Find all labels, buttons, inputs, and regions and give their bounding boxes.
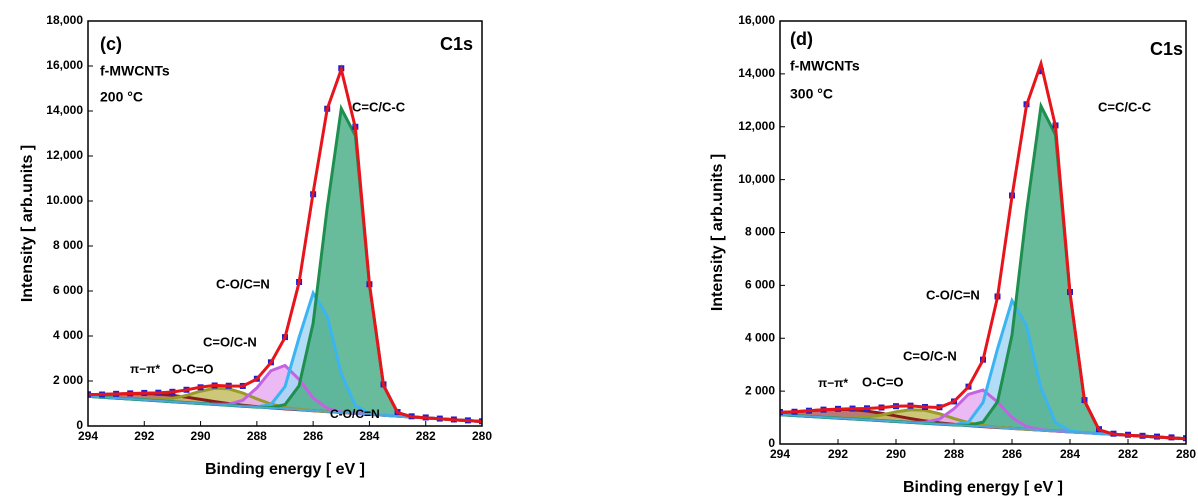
component-area (780, 409, 1186, 439)
y-tick-label: 4 000 (53, 328, 83, 342)
component-area (780, 300, 1186, 439)
x-tick-label: 294 (78, 429, 98, 443)
y-tick-label: 4 000 (745, 330, 775, 344)
y-tick-label: 0 (76, 418, 83, 432)
y-tick-label: 8 000 (53, 238, 83, 252)
annotation: O-C=O (862, 374, 904, 389)
annotation: f-MWCNTs (100, 63, 170, 79)
data-point (1038, 68, 1044, 75)
annotation: π−π* (130, 362, 160, 376)
y-tick-label: 14,000 (46, 103, 83, 117)
annotation: C=O/C-N (203, 334, 257, 349)
annotation: 300 °C (790, 86, 833, 102)
annotation: (c) (100, 34, 122, 54)
x-tick-label: 290 (191, 429, 211, 443)
y-tick-label: 16,000 (738, 13, 775, 27)
y-tick-label: 6 000 (745, 278, 775, 292)
y-tick-label: 10,000 (738, 172, 775, 186)
annotation: C1s (1150, 39, 1183, 59)
y-axis-label: Intensity [ arb.units ] (19, 145, 36, 302)
annotation: C-O/C=N (216, 276, 270, 291)
annotation: C1s (440, 34, 473, 54)
x-tick-label: 282 (1118, 447, 1138, 461)
x-tick-label: 288 (247, 429, 267, 443)
annotation: f-MWCNTs (790, 58, 860, 74)
x-tick-label: 284 (1060, 447, 1080, 461)
annotation: 200 °C (100, 89, 143, 105)
plot-area (88, 64, 482, 425)
plot-area (780, 58, 1186, 442)
y-tick-label: 12,000 (738, 119, 775, 133)
component-area (88, 293, 482, 422)
y-tick-label: 2 000 (745, 383, 775, 397)
x-tick-label: 286 (1002, 447, 1022, 461)
y-tick-label: 8 000 (745, 225, 775, 239)
y-tick-label: 2 000 (53, 373, 83, 387)
x-tick-label: 284 (359, 429, 379, 443)
annotation: π−π* (818, 376, 848, 390)
y-tick-label: 12,000 (46, 148, 83, 162)
annotation: C=C/C-C (352, 99, 406, 114)
annotation: C=O/C-N (903, 348, 957, 363)
x-tick-label: 290 (886, 447, 906, 461)
y-tick-label: 10.000 (46, 193, 83, 207)
annotation: C=C/C-C (1098, 99, 1152, 114)
x-tick-label: 286 (303, 429, 323, 443)
annotation: C-O/C=N (926, 287, 980, 302)
x-tick-label: 280 (472, 429, 492, 443)
x-tick-label: 288 (944, 447, 964, 461)
annotation: O-C=O (172, 361, 214, 376)
y-tick-label: 16,000 (46, 58, 83, 72)
y-tick-label: 14,000 (738, 66, 775, 80)
y-tick-label: 0 (768, 436, 775, 450)
x-tick-label: 292 (828, 447, 848, 461)
x-axis-label: Binding energy [ eV ] (205, 461, 365, 478)
x-tick-label: 282 (416, 429, 436, 443)
x-tick-label: 294 (770, 447, 790, 461)
y-axis-label: Intensity [ arb.units ] (709, 154, 726, 311)
y-tick-label: 18,000 (46, 13, 83, 27)
envelope-line (780, 58, 1186, 441)
plot-frame (87, 20, 483, 427)
x-axis-label: Binding energy [ eV ] (903, 479, 1063, 496)
y-tick-label: 6 000 (53, 283, 83, 297)
annotation: (d) (790, 29, 813, 49)
envelope-line (88, 64, 482, 423)
x-tick-label: 292 (134, 429, 154, 443)
annotation: C-O/C=N (330, 407, 380, 421)
x-tick-label: 280 (1176, 447, 1196, 461)
